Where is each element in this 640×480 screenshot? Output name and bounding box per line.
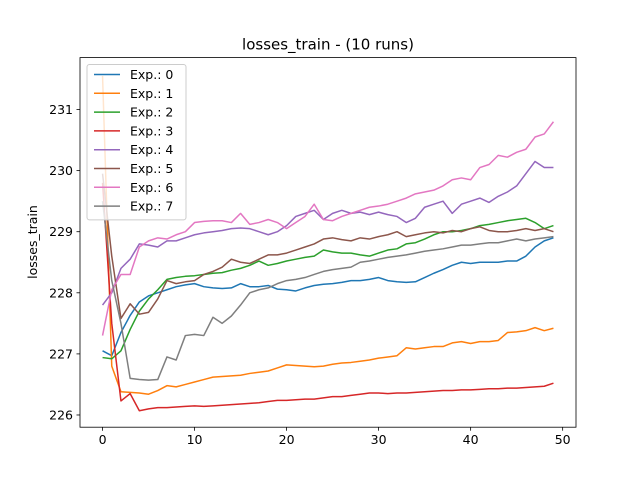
series-line-3	[101, 182, 554, 412]
x-tick-label-5: 50	[555, 432, 571, 447]
series-line-6	[101, 121, 555, 336]
series-line-4	[101, 160, 554, 306]
legend-label-5: Exp.: 5	[130, 161, 173, 176]
y-axis: 226 227 228 229 230 231	[49, 102, 80, 422]
series-line-1	[101, 75, 554, 395]
legend-label-6: Exp.: 6	[130, 180, 173, 195]
legend-label-0: Exp.: 0	[130, 67, 173, 82]
y-axis-label: losses_train	[25, 205, 40, 279]
series-line-2	[102, 217, 554, 360]
legend-label-2: Exp.: 2	[130, 105, 173, 120]
series-layer	[101, 75, 555, 412]
legend-label-3: Exp.: 3	[130, 123, 173, 138]
legend-label-4: Exp.: 4	[130, 142, 173, 157]
legend-box	[86, 64, 187, 221]
y-tick-label-5: 231	[49, 102, 73, 117]
y-tick-label-0: 226	[49, 407, 73, 422]
series-line-0	[102, 237, 554, 357]
y-tick-label-1: 227	[49, 346, 73, 361]
legend-label-7: Exp.: 7	[130, 199, 173, 214]
x-tick-label-1: 10	[187, 432, 203, 447]
y-tick-label-3: 229	[49, 224, 73, 239]
legend: Exp.: 0 Exp.: 1 Exp.: 2 Exp.: 3 Exp.: 4 Exp.:…	[86, 64, 187, 221]
legend-label-1: Exp.: 1	[130, 86, 173, 101]
x-axis: 0 10 20 30 40 50	[99, 427, 571, 447]
series-line-5	[101, 173, 554, 320]
y-tick-label-2: 228	[49, 285, 73, 300]
chart-title: losses_train - (10 runs)	[242, 36, 414, 55]
x-tick-label-4: 40	[463, 432, 479, 447]
plot-frame	[79, 57, 577, 428]
x-tick-label-0: 0	[99, 432, 107, 447]
x-tick-label-2: 20	[279, 432, 295, 447]
x-tick-label-3: 30	[371, 432, 387, 447]
y-tick-label-4: 230	[49, 163, 73, 178]
series-line-7	[101, 201, 554, 381]
